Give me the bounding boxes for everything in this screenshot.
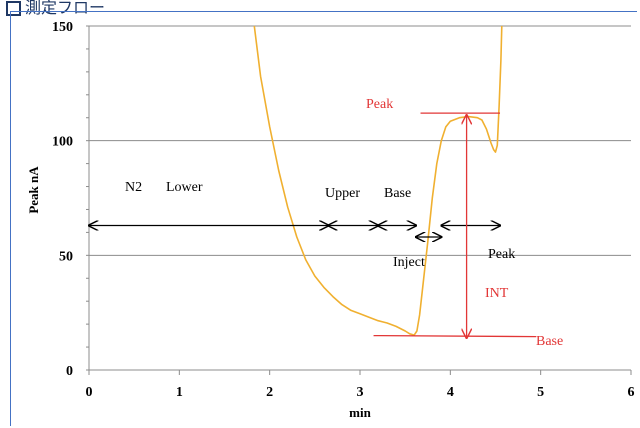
base-marker-line [373,334,537,338]
x-tick-label: 5 [537,385,544,400]
chart-frame [10,11,637,426]
x-axis-label: min [349,405,371,420]
y-tick-label: 0 [66,364,73,379]
annotation-base-phase: Base [384,186,411,201]
series-line [253,25,503,336]
x-tick-label: 3 [357,385,364,400]
annotation-base-marker: Base [536,334,563,349]
annotation-n2: N2 [125,180,142,195]
x-tick-label: 0 [86,385,93,400]
annotation-int: INT [485,286,509,301]
y-tick-label: 150 [52,20,73,35]
annotation-lower: Lower [166,180,203,195]
annotation-peak-phase: Peak [488,247,515,262]
y-tick-label: 100 [52,135,73,150]
x-tick-label: 2 [266,385,273,400]
title-square-icon [6,1,21,16]
series-layer [253,25,503,336]
x-tick-label: 4 [447,385,454,400]
annotation-peak-marker: Peak [366,97,393,112]
gridlines [89,25,631,371]
annotation-upper: Upper [325,186,360,201]
y-axis-label: Peak nA [26,166,41,214]
page-title: 測定フロー [6,0,105,18]
x-tick-label: 6 [628,385,635,400]
x-tick-label: 1 [176,385,183,400]
page-title-text: 測定フロー [25,0,106,17]
axes: 0 50 100 150 0 1 2 3 4 5 6 [52,20,635,400]
annotations [89,112,537,338]
y-tick-label: 50 [59,249,73,264]
annotation-inject: Inject [393,255,425,270]
